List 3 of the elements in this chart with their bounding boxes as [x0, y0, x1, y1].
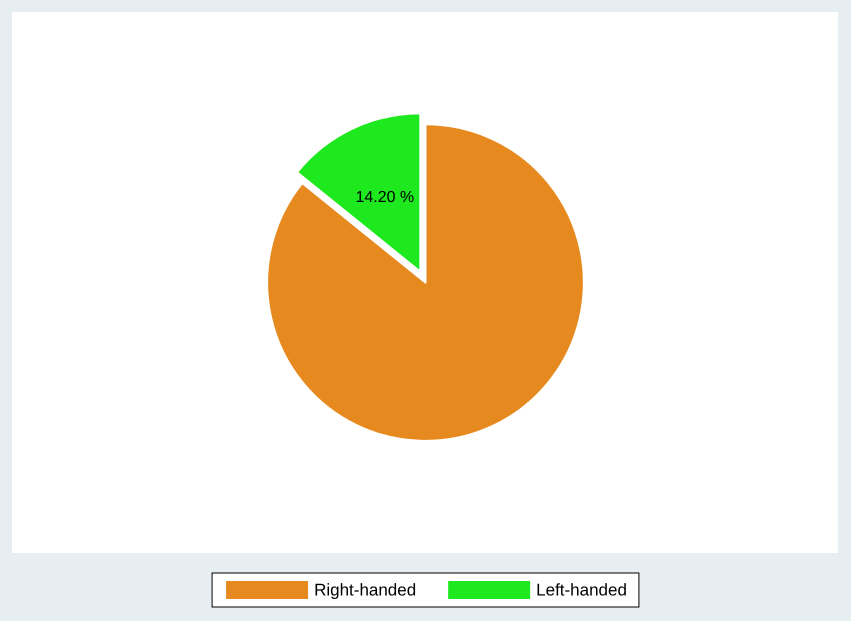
legend-label: Right-handed	[314, 580, 416, 600]
data-label: 14.20 %	[356, 189, 414, 206]
legend-label: Left-handed	[536, 580, 627, 600]
